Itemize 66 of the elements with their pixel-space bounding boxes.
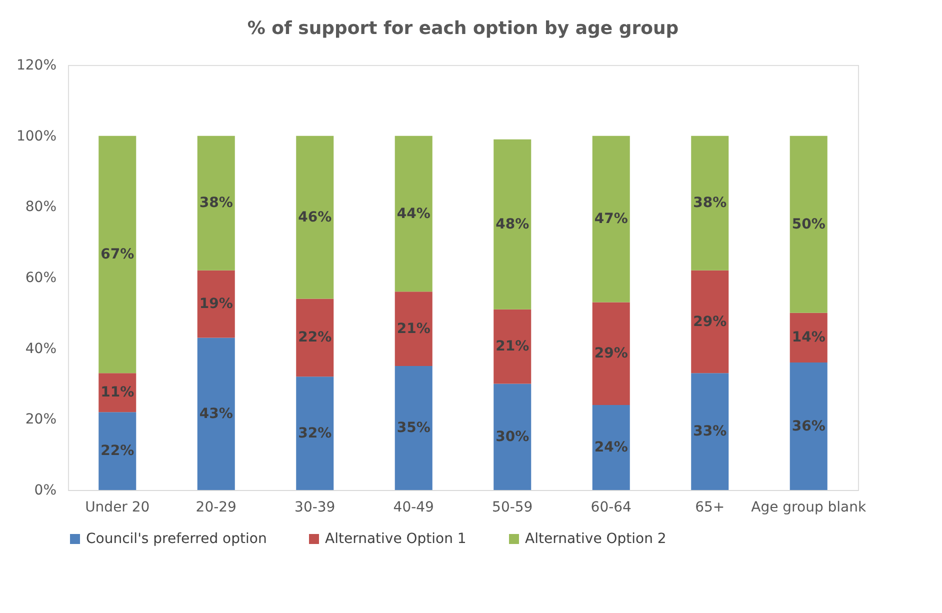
y-tick-label: 60% [25, 270, 56, 286]
bar [296, 298, 334, 377]
data-label: 35% [396, 420, 430, 436]
data-label: 24% [594, 440, 628, 456]
data-label: 21% [496, 338, 530, 355]
data-label: 44% [396, 206, 430, 222]
data-label: 67% [100, 246, 134, 262]
data-label: 21% [396, 320, 430, 337]
x-tick-label: Age group blank [751, 500, 867, 516]
y-tick-label: 100% [16, 128, 56, 144]
bar [691, 136, 729, 270]
data-label: 14% [792, 330, 826, 346]
data-label: 11% [100, 384, 134, 401]
data-label: 38% [693, 195, 727, 212]
data-label: 50% [792, 216, 826, 232]
bar [394, 136, 432, 292]
y-tick-label: 0% [34, 482, 56, 498]
bar [790, 312, 828, 362]
bar [394, 292, 432, 366]
bar [592, 405, 630, 490]
x-tick-label: 65+ [695, 500, 725, 516]
legend-label: Council's preferred option [86, 531, 267, 547]
legend-label: Alternative Option 1 [325, 531, 466, 547]
x-tick-label: 30-39 [294, 500, 336, 516]
data-label: 32% [298, 425, 332, 442]
data-label: 43% [199, 406, 233, 422]
y-tick-label: 20% [25, 412, 56, 428]
x-tick-label: 50-59 [492, 500, 533, 516]
bar [98, 412, 136, 490]
data-label: 36% [792, 418, 826, 434]
bar [790, 362, 828, 490]
data-label: 33% [693, 424, 727, 440]
data-label: 29% [594, 346, 628, 362]
bar [98, 136, 136, 374]
data-label: 48% [496, 216, 530, 232]
bar [691, 270, 729, 374]
chart-title: % of support for each option by age group [247, 18, 679, 39]
bar [197, 136, 235, 270]
bar [592, 136, 630, 302]
bar [296, 376, 334, 490]
data-label: 46% [298, 209, 332, 226]
x-tick-label: 20-29 [196, 500, 236, 516]
legend-label: Alternative Option 2 [525, 531, 666, 547]
data-label: 30% [496, 428, 530, 445]
x-tick-label: 60-64 [590, 500, 632, 516]
x-tick-label: 40-49 [393, 500, 434, 516]
y-tick-label: 120% [16, 58, 56, 74]
x-tick-label: Under 20 [85, 500, 150, 516]
bar [494, 384, 532, 490]
bar [691, 373, 729, 490]
bar [394, 366, 432, 490]
y-tick-label: 80% [25, 199, 56, 216]
bar [494, 309, 532, 384]
data-label: 38% [199, 195, 233, 212]
bar [197, 270, 235, 338]
data-label: 19% [199, 296, 233, 312]
y-tick-label: 40% [25, 340, 56, 357]
bar [197, 338, 235, 490]
bar [296, 136, 334, 299]
bar [494, 139, 532, 310]
data-label: 22% [100, 443, 134, 460]
bar [592, 302, 630, 405]
data-label: 29% [693, 314, 727, 330]
bar [790, 136, 828, 313]
data-label: 22% [298, 330, 332, 346]
data-label: 47% [594, 211, 628, 228]
